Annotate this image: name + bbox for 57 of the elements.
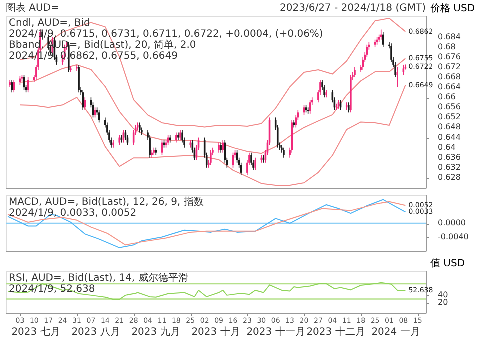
line-series — [8, 282, 406, 300]
candlestick — [254, 157, 256, 171]
candlestick — [13, 80, 16, 93]
chart-subtitle: 2023/6/27 - 2024/1/18 (GMT) — [280, 3, 426, 14]
text: 2023 八月 — [72, 327, 120, 338]
y-tick-label: 20 — [438, 298, 448, 308]
y-tick-label: 0.668 — [438, 72, 461, 82]
candlestick — [210, 150, 212, 166]
candlestick — [78, 64, 80, 93]
candlestick — [396, 67, 398, 88]
y-tick-label: 0.672 — [438, 62, 461, 72]
y-tick-label: 0.632 — [438, 162, 461, 172]
text: 2023 七月 — [12, 326, 60, 338]
text: 2024 一月 — [372, 327, 420, 338]
y-tick-label: 0.66 — [438, 92, 456, 102]
y-tick-label: 0.64 — [438, 142, 456, 152]
chart-title: 图表 AUD= — [6, 2, 60, 14]
y-tick-label: 0.684 — [438, 32, 461, 42]
chart-title: RSI, AUD=, Bid(Last), 14, 威尔德平滑 — [9, 272, 188, 284]
candlestick — [180, 130, 182, 141]
candlestick — [82, 90, 84, 111]
candlestick — [348, 102, 350, 114]
candlestick — [176, 132, 178, 144]
line-series — [20, 84, 406, 186]
y-tick-label: 0.628 — [438, 172, 461, 182]
candlestick — [139, 122, 141, 134]
candlestick — [382, 32, 384, 48]
candlestick — [240, 162, 242, 176]
text: 2024/1/9, 0.0033, 0.0052 — [9, 208, 137, 219]
candlestick — [220, 142, 222, 154]
y-tick-label: 0.644 — [438, 132, 461, 142]
y-tick-label: 0.652 — [438, 112, 461, 122]
text: 2023 十一月 — [246, 326, 306, 338]
candlestick — [11, 80, 13, 93]
chart-title: MACD, AUD=, Bid(Last), 12, 26, 9, 指数 — [9, 196, 204, 208]
candlestick — [84, 97, 86, 111]
candlestick — [354, 67, 356, 78]
candlestick — [380, 29, 382, 40]
y-tick-label: -0.0040 — [438, 232, 469, 242]
text: 2023 十二月 — [306, 326, 366, 338]
y-tick-label: 0.676 — [438, 52, 461, 62]
y-axis-title: 值 USD — [430, 258, 466, 270]
candlestick — [70, 66, 72, 73]
y-tick-label: 0.664 — [438, 82, 461, 92]
y-tick-label: 0.68 — [438, 42, 456, 52]
y-tick-label: 0.0000 — [438, 218, 466, 228]
y-axis-title: 价格 USD — [430, 2, 476, 14]
y-tick-label: 0.648 — [438, 122, 461, 132]
candlestick — [283, 147, 285, 158]
text: 2023 十月 — [192, 326, 240, 338]
candlestick — [218, 142, 220, 154]
text: 2023 九月 — [132, 326, 180, 338]
y-tick-label: 0.636 — [438, 152, 461, 162]
y-tick-label: 0.656 — [438, 102, 461, 112]
candlestick — [118, 134, 121, 146]
candlestick — [222, 140, 224, 154]
y-tick-label: 40 — [438, 290, 448, 300]
